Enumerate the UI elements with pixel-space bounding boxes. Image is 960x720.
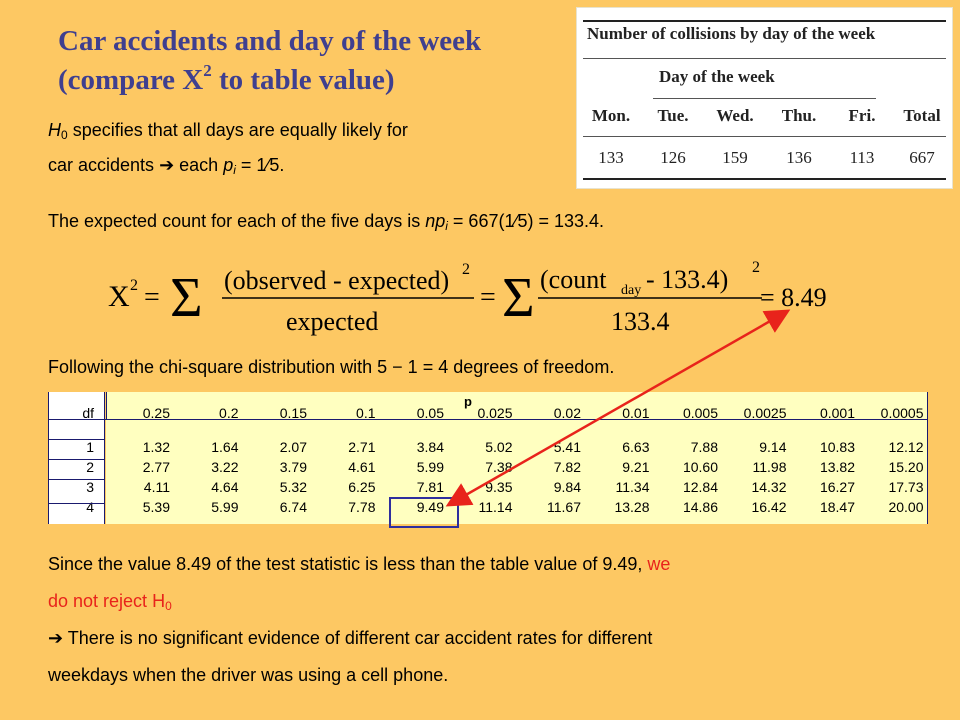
inset-value-cell: 133 xyxy=(598,148,624,167)
critical-value-cell: 17.73 xyxy=(888,479,924,495)
title-line-1: Car accidents and day of the week xyxy=(58,25,482,57)
inset-header-cell: Wed. xyxy=(716,106,754,125)
collisions-caption: Number of collisions by day of the week xyxy=(587,24,876,43)
critical-value-highlight xyxy=(389,497,459,528)
critical-value-cell: 5.99 xyxy=(416,459,444,475)
critical-value-cell: 4.64 xyxy=(211,479,239,495)
table-rule xyxy=(583,58,946,59)
df-cell: 3 xyxy=(86,479,94,495)
expected-count-text: The expected count for each of the five … xyxy=(48,211,605,233)
critical-value-cell: 4.61 xyxy=(348,459,376,475)
svg-text:expected: expected xyxy=(286,307,378,336)
p-value-header: 0.05 xyxy=(416,405,444,421)
df-cell: 4 xyxy=(86,499,94,515)
grid-line xyxy=(48,439,104,440)
double-arrow-icon xyxy=(445,309,791,507)
title-line-2: (compare X2 to table value) xyxy=(58,61,395,96)
inset-value-cell: 136 xyxy=(786,148,812,167)
collisions-table: Number of collisions by day of the week … xyxy=(576,7,953,189)
svg-text:=: = xyxy=(480,282,496,313)
critical-value-cell: 2.07 xyxy=(279,439,307,455)
critical-value-cell: 12.12 xyxy=(888,439,924,455)
critical-value-cell: 2.77 xyxy=(142,459,170,475)
arrow-icon: ➔ xyxy=(159,155,175,175)
critical-value-cell: 3.22 xyxy=(211,459,239,475)
critical-value-cell: 4.11 xyxy=(143,479,170,495)
critical-value-cell: 16.27 xyxy=(819,479,855,495)
svg-text:(observed - expected): (observed - expected) xyxy=(224,266,449,295)
critical-value-cell: 1.64 xyxy=(211,439,239,455)
p-value-header: 0.25 xyxy=(142,405,170,421)
svg-text:Σ: Σ xyxy=(170,267,203,329)
critical-value-cell: 5.32 xyxy=(279,479,307,495)
inset-header-cell: Fri. xyxy=(848,106,876,125)
slide-title: Car accidents and day of the week (compa… xyxy=(58,22,578,100)
p-value-header: 0.15 xyxy=(279,405,307,421)
svg-text:2: 2 xyxy=(462,261,470,278)
grid-line xyxy=(104,392,105,524)
df-cell: 1 xyxy=(86,439,94,455)
critical-value-cell: 3.79 xyxy=(279,459,307,475)
arrow-icon: ➔ xyxy=(48,628,64,648)
critical-value-cell: 1.32 xyxy=(142,439,170,455)
table-rule xyxy=(653,98,876,99)
svg-text:- 133.4): - 133.4) xyxy=(646,265,728,294)
inset-value-cell: 126 xyxy=(660,148,686,167)
critical-value-cell: 6.74 xyxy=(279,499,307,515)
inset-value-cell: 113 xyxy=(849,148,875,167)
grid-line xyxy=(48,479,104,480)
grid-line xyxy=(927,392,928,524)
grid-line xyxy=(106,392,107,419)
table-rule xyxy=(583,136,946,137)
critical-value-cell: 18.47 xyxy=(819,499,855,515)
svg-text:=: = xyxy=(144,282,160,313)
svg-text:= 8.49: = 8.49 xyxy=(760,283,827,312)
df-cell: 2 xyxy=(86,459,94,475)
critical-value-cell: 6.25 xyxy=(348,479,376,495)
df-header: df xyxy=(82,405,94,421)
conclusion-text: Since the value 8.49 of the test statist… xyxy=(48,554,671,685)
grid-line xyxy=(48,503,104,504)
grid-line xyxy=(48,459,104,460)
h0-statement: H0 specifies that all days are equally l… xyxy=(48,120,408,177)
p-value-header: 0.001 xyxy=(819,405,855,421)
critical-value-cell: 10.83 xyxy=(819,439,855,455)
svg-text:day: day xyxy=(621,283,641,298)
inset-header-cell: Tue. xyxy=(657,106,689,125)
svg-text:X: X xyxy=(108,280,130,313)
inset-header-cell: Total xyxy=(903,106,941,125)
critical-value-cell: 5.39 xyxy=(142,499,170,515)
critical-value-cell: 3.84 xyxy=(416,439,444,455)
svg-text:2: 2 xyxy=(130,277,138,294)
critical-value-cell: 5.99 xyxy=(211,499,239,515)
critical-value-cell: 7.81 xyxy=(416,479,444,495)
critical-value-cell: 2.71 xyxy=(348,439,376,455)
critical-value-cell: 13.82 xyxy=(819,459,855,475)
table-rule xyxy=(583,20,946,22)
critical-value-cell: 15.20 xyxy=(888,459,924,475)
svg-text:2: 2 xyxy=(752,259,760,276)
inset-value-cell: 159 xyxy=(722,148,748,167)
critical-value-cell: 7.78 xyxy=(348,499,376,515)
table-rule xyxy=(583,178,946,180)
p-value-header: 0.2 xyxy=(219,405,239,421)
svg-text:(count: (count xyxy=(540,265,607,294)
inset-value-cell: 667 xyxy=(909,148,935,167)
grid-line xyxy=(48,392,49,524)
critical-value-cell: 9.49 xyxy=(416,499,444,515)
critical-value-cell: 20.00 xyxy=(888,499,924,515)
inset-header-cell: Mon. xyxy=(591,106,631,125)
day-of-week-header: Day of the week xyxy=(659,67,775,86)
p-value-header: 0.0005 xyxy=(880,405,924,421)
inset-header-cell: Thu. xyxy=(781,106,817,125)
df-column xyxy=(48,392,104,524)
p-value-header: 0.1 xyxy=(356,405,376,421)
